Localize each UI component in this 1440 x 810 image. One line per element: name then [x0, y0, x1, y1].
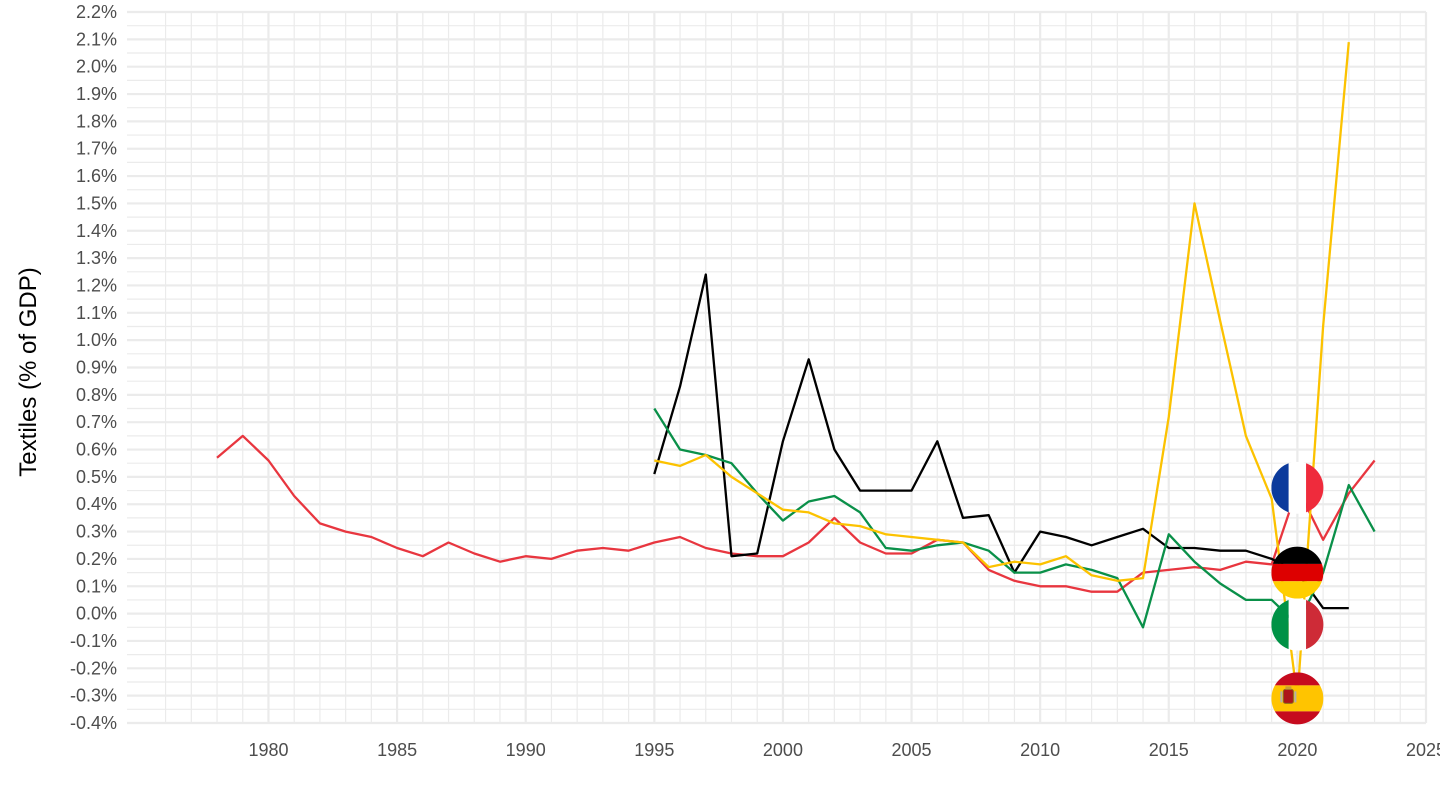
y-tick-label: 0.1% — [76, 576, 117, 596]
grid-major — [127, 10, 1428, 725]
y-tick-label: 0.7% — [76, 412, 117, 432]
y-tick-label: 0.3% — [76, 522, 117, 542]
y-tick-label: 0.5% — [76, 467, 117, 487]
y-tick-label: 0.4% — [76, 494, 117, 514]
y-tick-label: 1.3% — [76, 248, 117, 268]
y-tick-label: 1.2% — [76, 275, 117, 295]
x-tick-label: 1985 — [377, 740, 417, 760]
y-tick-label: -0.4% — [70, 713, 117, 733]
y-axis-tick-labels: -0.4% -0.3% -0.2% -0.1% 0.0% 0.1% 0.2% 0.3% 0.4%… — [70, 2, 117, 733]
france-flag-icon — [1271, 461, 1324, 514]
y-tick-label: 0.9% — [76, 358, 117, 378]
y-tick-label: 2.0% — [76, 57, 117, 77]
x-axis-tick-labels: 1980 1985 1990 1995 2000 2005 2010 2015 2020 2025 — [248, 740, 1440, 760]
series-line-spain — [654, 41, 1350, 700]
x-tick-label: 2025 — [1406, 740, 1440, 760]
germany-flag-icon — [1271, 546, 1324, 599]
x-tick-label: 2000 — [763, 740, 803, 760]
y-tick-label: 2.2% — [76, 2, 117, 22]
x-tick-label: 1990 — [506, 740, 546, 760]
y-tick-label: 1.6% — [76, 166, 117, 186]
italy-flag-icon — [1271, 598, 1324, 651]
y-tick-label: 2.1% — [76, 29, 117, 49]
x-tick-label: 2010 — [1020, 740, 1060, 760]
y-tick-label: 0.8% — [76, 385, 117, 405]
spain-flag-icon — [1271, 672, 1324, 725]
y-tick-label: 1.1% — [76, 303, 117, 323]
y-tick-label: 1.0% — [76, 330, 117, 350]
y-tick-label: -0.1% — [70, 631, 117, 651]
x-tick-label: 1980 — [248, 740, 288, 760]
x-tick-label: 2005 — [892, 740, 932, 760]
x-tick-label: 1995 — [634, 740, 674, 760]
series-line-france — [216, 434, 1376, 593]
x-tick-label: 2020 — [1277, 740, 1317, 760]
y-tick-label: -0.2% — [70, 658, 117, 678]
y-tick-label: 1.9% — [76, 84, 117, 104]
series-line-germany — [653, 273, 1349, 610]
y-tick-label: 0.6% — [76, 440, 117, 460]
y-axis-title: Textiles (% of GDP) — [15, 267, 42, 476]
y-tick-label: 0.2% — [76, 549, 117, 569]
y-tick-label: 1.4% — [76, 221, 117, 241]
country-flags — [1271, 461, 1324, 725]
y-tick-label: -0.3% — [70, 686, 117, 706]
series-line-italy — [653, 407, 1376, 629]
y-tick-label: 1.8% — [76, 111, 117, 131]
y-tick-label: 1.5% — [76, 193, 117, 213]
y-tick-label: 1.7% — [76, 139, 117, 159]
series-lines — [216, 41, 1376, 700]
x-tick-label: 2015 — [1149, 740, 1189, 760]
y-tick-label: 0.0% — [76, 604, 117, 624]
